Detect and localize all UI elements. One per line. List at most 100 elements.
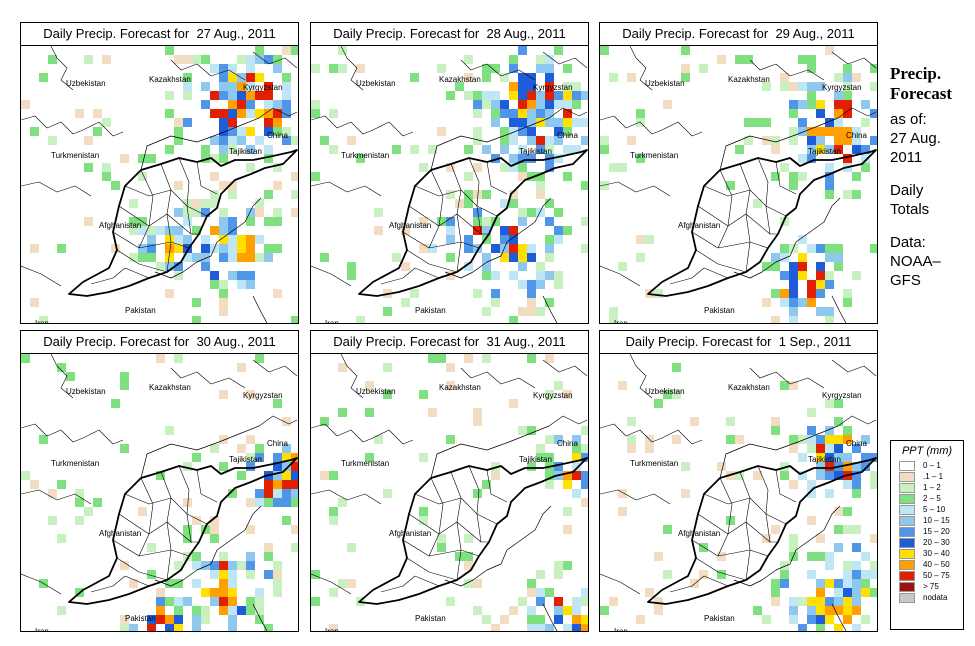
- precip-cell: [672, 363, 681, 372]
- precip-cell: [219, 307, 228, 316]
- precip-cell: [834, 127, 843, 136]
- precip-cell: [834, 435, 843, 444]
- precip-map: Uzbekistan Kazakhstan Kyrgyzstan China Turkm…: [310, 45, 589, 324]
- precip-cell: [852, 145, 861, 154]
- precip-cell: [174, 354, 183, 363]
- precip-cell: [572, 100, 581, 109]
- precip-cell: [618, 507, 627, 516]
- precip-cell: [228, 100, 237, 109]
- precip-cell: [798, 453, 807, 462]
- precip-cell: [780, 73, 789, 82]
- precip-cell: [237, 136, 246, 145]
- country-label: Pakistan: [415, 306, 446, 315]
- precip-cell: [237, 82, 246, 91]
- boundary-line: [124, 267, 150, 279]
- precip-cell: [183, 235, 192, 244]
- precip-cell: [338, 363, 347, 372]
- precip-cell: [807, 408, 816, 417]
- precip-cell: [57, 480, 66, 489]
- precip-cell: [798, 271, 807, 280]
- panel-title: Daily Precip. Forecast for 1 Sep., 2011: [599, 330, 878, 354]
- precip-cell: [282, 109, 291, 118]
- precip-cell: [246, 435, 255, 444]
- precip-cell: [518, 145, 527, 154]
- precip-cell: [473, 217, 482, 226]
- map-svg: Uzbekistan Kazakhstan Kyrgyzstan China Turkm…: [311, 46, 588, 323]
- precip-cell: [518, 118, 527, 127]
- precip-cell: [581, 91, 588, 100]
- precip-cell: [464, 262, 473, 271]
- precip-cell: [21, 100, 30, 109]
- precip-cell: [563, 91, 572, 100]
- precip-cell: [210, 280, 219, 289]
- precip-cell: [645, 588, 654, 597]
- boundary-line: [542, 295, 558, 323]
- precip-cell: [500, 235, 509, 244]
- precip-cell: [798, 435, 807, 444]
- boundary-line: [196, 469, 218, 503]
- precip-cell: [627, 73, 636, 82]
- precip-cell: [554, 235, 563, 244]
- precip-cell: [780, 381, 789, 390]
- precip-cell: [509, 244, 518, 253]
- country-label: Pakistan: [415, 614, 446, 623]
- precip-cell: [446, 253, 455, 262]
- precip-cell: [554, 136, 563, 145]
- precip-cell: [347, 271, 356, 280]
- precip-cell: [183, 253, 192, 262]
- precip-cell: [563, 109, 572, 118]
- precip-cell: [120, 615, 129, 624]
- precip-cell: [464, 91, 473, 100]
- precip-cell: [816, 271, 825, 280]
- precip-cell: [201, 606, 210, 615]
- precip-cell: [138, 253, 147, 262]
- precip-cell: [147, 154, 156, 163]
- precip-cell: [491, 471, 500, 480]
- precip-cell: [273, 127, 282, 136]
- precip-cell: [264, 100, 273, 109]
- precip-cell: [237, 444, 246, 453]
- precip-cell: [807, 615, 816, 624]
- precip-cell: [237, 606, 246, 615]
- boundary-line: [691, 539, 769, 557]
- precip-cell: [789, 289, 798, 298]
- precip-cell: [807, 145, 816, 154]
- precip-cell: [147, 570, 156, 579]
- precip-cell: [518, 46, 527, 55]
- precip-cell: [392, 145, 401, 154]
- precip-cell: [156, 588, 165, 597]
- precip-cell: [861, 579, 870, 588]
- boundary-line: [154, 505, 262, 587]
- precip-cell: [473, 606, 482, 615]
- panel-title: Daily Precip. Forecast for 29 Aug., 2011: [599, 22, 878, 46]
- boundary-line: [749, 59, 825, 81]
- boundary-line: [402, 539, 480, 557]
- precip-cell: [228, 253, 237, 262]
- legend-item: 40 – 50: [891, 560, 963, 571]
- precip-cell: [129, 253, 138, 262]
- precip-cell: [228, 235, 237, 244]
- precip-cell: [816, 109, 825, 118]
- boundary-line: [600, 489, 671, 505]
- boundary-line: [600, 423, 663, 443]
- boundary-line: [252, 603, 268, 631]
- boundary-line: [311, 115, 374, 135]
- legend-swatch: [899, 461, 915, 471]
- precip-cell: [129, 226, 138, 235]
- precip-cell: [545, 91, 554, 100]
- boundary-line: [124, 575, 150, 587]
- precip-cell: [554, 435, 563, 444]
- precip-cell: [264, 552, 273, 561]
- legend-label: 50 – 75: [923, 571, 950, 580]
- country-label: China: [557, 131, 578, 140]
- precip-cell: [282, 136, 291, 145]
- boundary-line: [138, 169, 154, 249]
- precip-cell: [255, 46, 264, 55]
- sidebar-title-line1: Precip.: [890, 64, 942, 83]
- precip-cell: [201, 262, 210, 271]
- precip-cell: [518, 280, 527, 289]
- boundary-line: [50, 46, 74, 91]
- precip-cell: [581, 181, 588, 190]
- precip-cell: [572, 82, 581, 91]
- precip-cell: [419, 163, 428, 172]
